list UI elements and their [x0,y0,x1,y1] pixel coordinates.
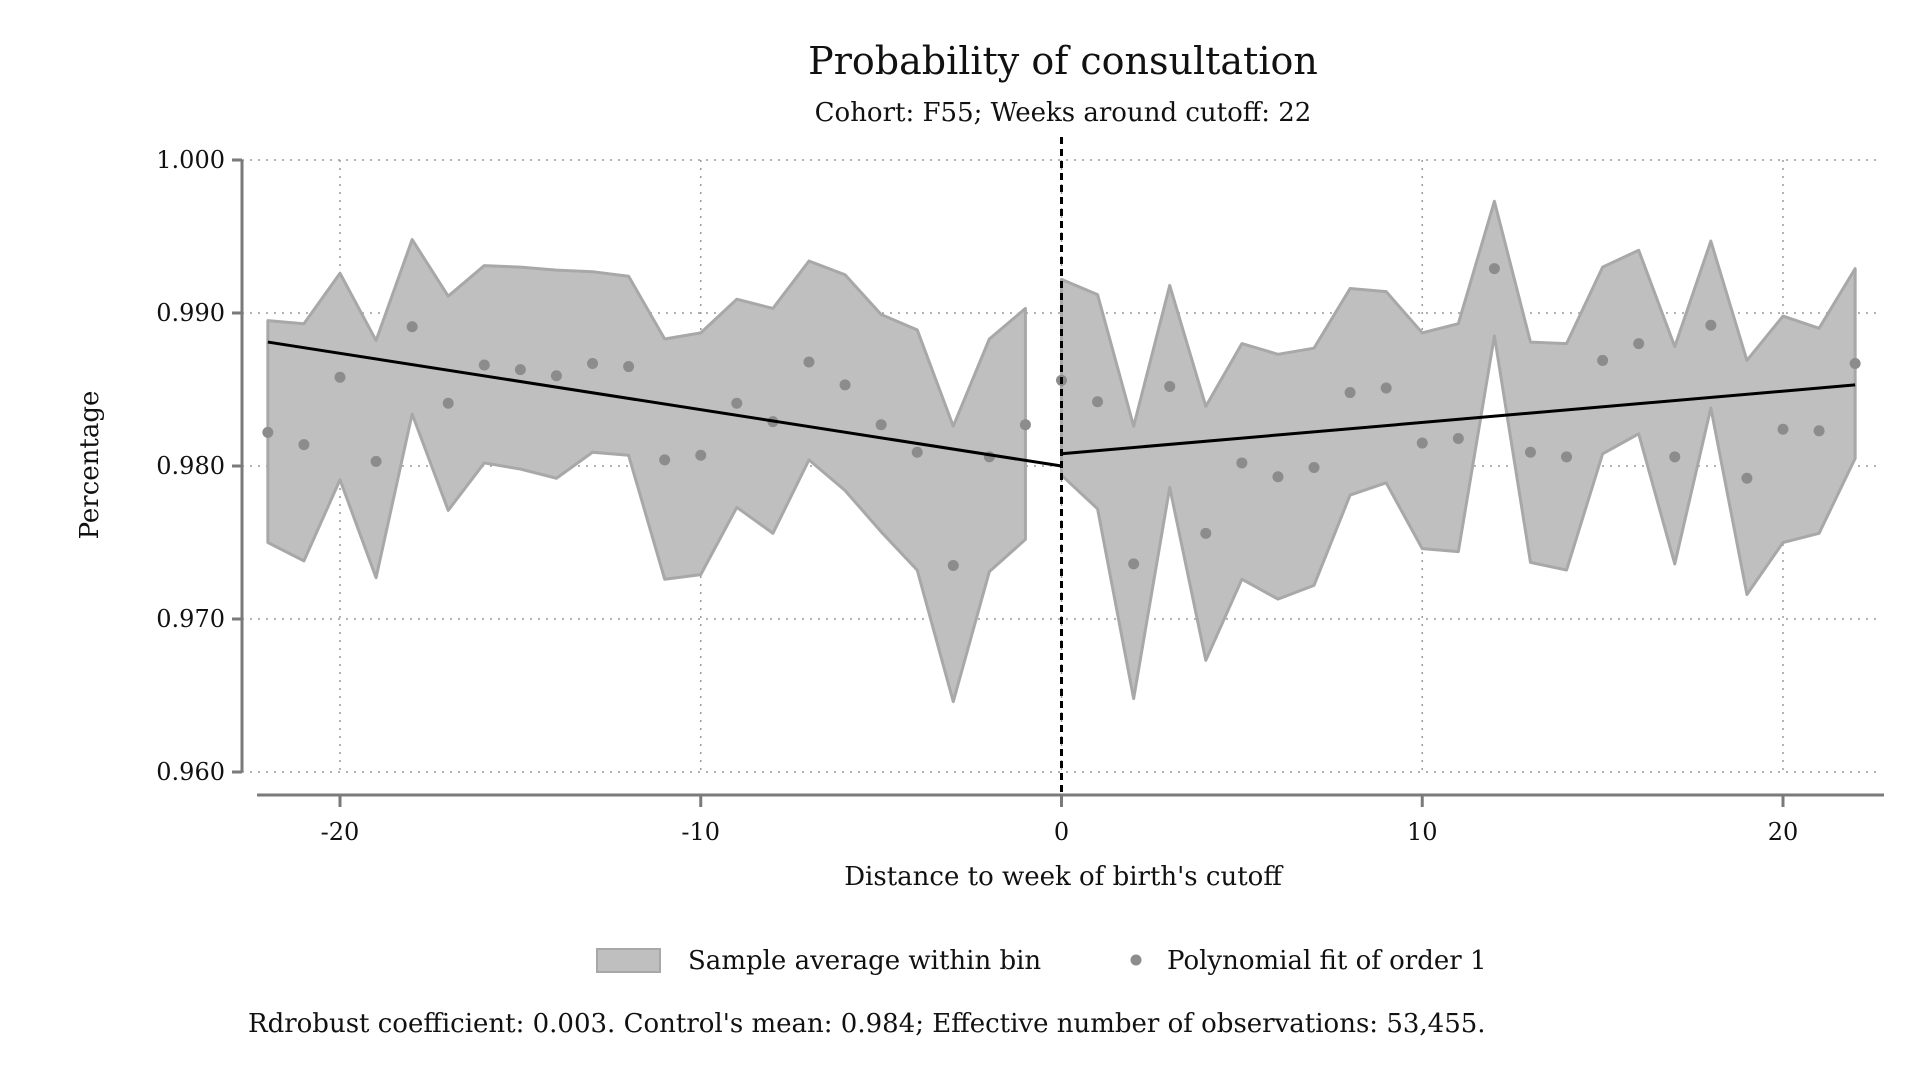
fit-line-right [1061,383,1856,456]
bin-point-right [1597,354,1609,366]
band-right [1060,199,1857,701]
x-axis-label: Distance to week of birth's cutoff [844,862,1284,892]
bin-point-left [623,361,635,373]
bin-point-left [370,455,382,467]
y-tick-label: 1.000 [156,146,225,174]
bin-point-right [1633,338,1645,350]
y-tick-label: 0.960 [156,758,225,786]
y-axis-label: Percentage [75,391,105,540]
axes: 0.960 0.970 0.980 0.990 1.000 -20 -10 0 10 20 [156,146,1885,846]
bin-point-left [947,559,959,571]
bin-point-left [695,449,707,461]
x-tick-label: 10 [1407,818,1438,846]
x-tick-label: 20 [1768,818,1799,846]
bin-point-right [1741,472,1753,484]
bin-point-right [1092,396,1104,408]
bin-point-left [875,419,887,431]
bin-point-left [478,359,490,371]
legend-points-label: Polynomial fit of order 1 [1167,946,1487,976]
bin-point-left [659,454,671,466]
bin-point-right [1128,558,1140,570]
bin-point-left [550,370,562,382]
bin-point-left [298,439,310,451]
bin-point-left [587,357,599,369]
chart-subtitle: Cohort: F55; Weeks around cutoff: 22 [815,98,1312,128]
bin-point-right [1777,423,1789,435]
bin-point-left [911,446,923,458]
legend-band-swatch [596,948,661,973]
bin-point-left [262,426,274,438]
bin-point-right [1813,425,1825,437]
chart-note: Rdrobust coefficient: 0.003. Control's m… [248,1009,1486,1039]
fit-line-left [267,340,1062,468]
band-left [266,238,1027,704]
legend: Sample average within bin Polynomial fit… [596,946,1487,976]
bin-point-right [1344,387,1356,399]
bin-point-right [1308,462,1320,474]
chart-title: Probability of consultation [808,39,1318,83]
bin-point-right [1452,432,1464,444]
bin-point-right [1524,446,1536,458]
x-tick-label: 0 [1054,818,1069,846]
y-tick-label: 0.980 [156,452,225,480]
confidence-bands [266,199,1857,704]
bin-points [262,263,1861,571]
bin-point-right [1705,319,1717,331]
bin-point-left [839,379,851,391]
fit-lines [267,340,1856,468]
bin-point-right [1416,437,1428,449]
bin-point-right [1200,527,1212,539]
bin-point-right [1561,451,1573,463]
bin-point-right [1272,471,1284,483]
bin-point-right [1236,457,1248,469]
bin-point-right [1164,380,1176,392]
bin-point-left [731,397,743,409]
bin-point-left [442,397,454,409]
bin-point-left [406,321,418,333]
bin-point-left [334,371,346,383]
bin-point-left [1019,419,1031,431]
y-tick-label: 0.990 [156,299,225,327]
x-tick-label: -10 [681,818,720,846]
bin-point-right [1380,382,1392,394]
x-tick-label: -20 [321,818,360,846]
y-tick-label: 0.970 [156,605,225,633]
bin-point-left [514,364,526,376]
bin-point-left [803,356,815,368]
legend-band-label: Sample average within bin [688,946,1041,976]
bin-point-right [1488,263,1500,275]
legend-points-marker [1130,954,1142,966]
bin-point-right [1669,451,1681,463]
bin-point-right [1849,357,1861,369]
